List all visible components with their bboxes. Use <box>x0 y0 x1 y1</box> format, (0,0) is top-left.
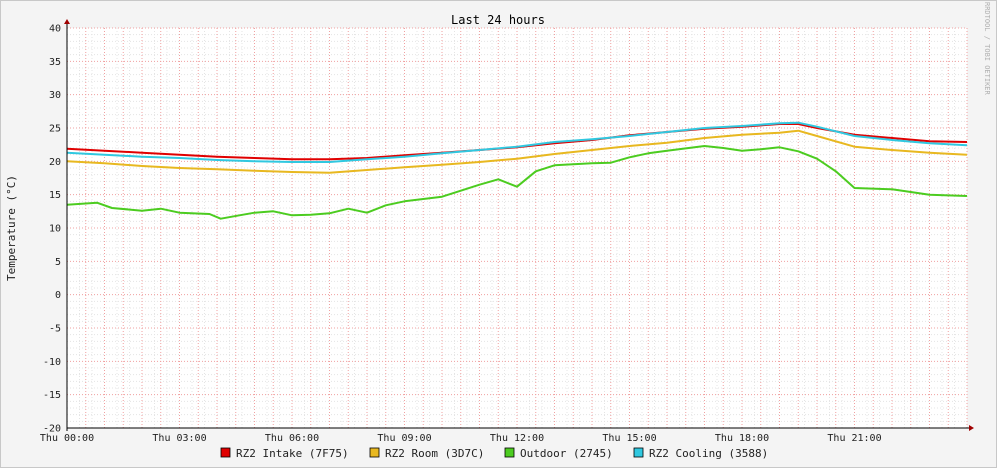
y-tick-label: 10 <box>49 224 61 235</box>
y-tick-label: 40 <box>49 24 61 35</box>
legend-swatch <box>504 447 515 458</box>
y-tick-label: 0 <box>55 290 61 301</box>
x-tick-label: Thu 15:00 <box>602 433 656 444</box>
y-tick-label: 25 <box>49 124 61 135</box>
legend-item-3: RZ2 Cooling (3588) <box>633 447 768 460</box>
legend-label: RZ2 Cooling (3588) <box>649 447 768 460</box>
y-axis-label: Temperature (°C) <box>5 175 18 281</box>
legend: RZ2 Intake (7F75) RZ2 Room (3D7C) Outdoor … <box>220 447 768 460</box>
y-tick-label: 20 <box>49 157 61 168</box>
y-tick-label: 30 <box>49 90 61 101</box>
legend-label: Outdoor (2745) <box>520 447 613 460</box>
legend-label: RZ2 Room (3D7C) <box>385 447 484 460</box>
x-tick-label: Thu 21:00 <box>827 433 881 444</box>
y-tick-label: -15 <box>43 390 61 401</box>
y-tick-label: 35 <box>49 57 61 68</box>
legend-item-2: Outdoor (2745) <box>504 447 613 460</box>
grid <box>66 27 968 429</box>
x-axis-ticks: Thu 00:00 Thu 03:00 Thu 06:00 Thu 09:00 Thu … <box>40 433 882 444</box>
chart-title: Last 24 hours <box>451 13 545 27</box>
y-tick-label: 15 <box>49 190 61 201</box>
series-line-2 <box>66 145 968 220</box>
legend-item-1: RZ2 Room (3D7C) <box>369 447 484 460</box>
series-line-1 <box>66 129 968 174</box>
legend-label: RZ2 Intake (7F75) <box>236 447 349 460</box>
x-tick-label: Thu 12:00 <box>490 433 544 444</box>
legend-item-0: RZ2 Intake (7F75) <box>220 447 349 460</box>
series-lines <box>66 121 968 220</box>
x-tick-label: Thu 06:00 <box>265 433 319 444</box>
series-line-3 <box>66 121 968 163</box>
watermark: RRDTOOL / TOBI OETIKER <box>983 2 991 96</box>
x-tick-label: Thu 03:00 <box>152 433 206 444</box>
y-tick-label: -20 <box>43 424 61 435</box>
axes <box>64 19 974 431</box>
legend-swatch <box>220 447 231 458</box>
x-axis-arrow <box>969 425 974 431</box>
y-axis-ticks: -20 -15 -10 -5 0 5 10 15 20 25 30 35 40 <box>43 24 61 435</box>
x-tick-label: Thu 09:00 <box>377 433 431 444</box>
x-tick-label: Thu 00:00 <box>40 433 94 444</box>
legend-swatch <box>369 447 380 458</box>
y-tick-label: -5 <box>49 324 61 335</box>
y-tick-label: -10 <box>43 357 61 368</box>
y-axis-arrow <box>64 19 70 24</box>
y-tick-label: 5 <box>55 257 61 268</box>
legend-swatch <box>633 447 644 458</box>
x-tick-label: Thu 18:00 <box>715 433 769 444</box>
